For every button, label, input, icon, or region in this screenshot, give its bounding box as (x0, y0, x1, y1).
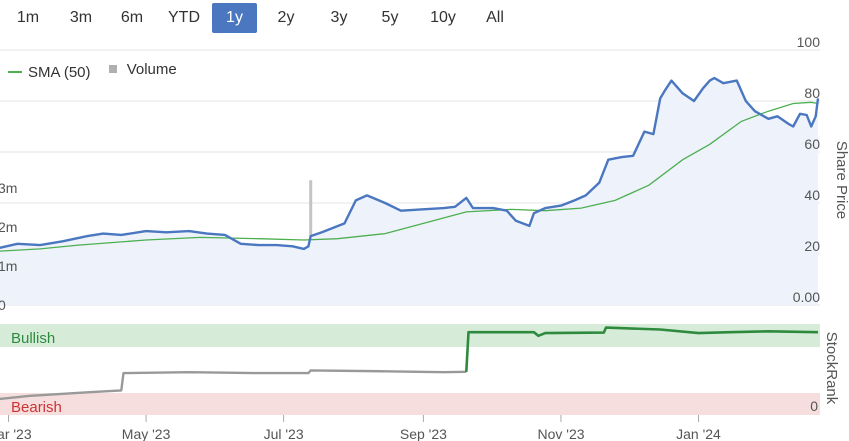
range-button-2y[interactable]: 2y (277, 9, 295, 26)
range-button-6m[interactable]: 6m (120, 9, 144, 26)
legend-sma-label: SMA (50) (28, 63, 91, 81)
stockrank-tick-0: 0 (810, 398, 818, 414)
bullish-label: Bullish (11, 330, 55, 347)
x-tick-label: Nov '23 (537, 426, 584, 441)
legend-item-volume[interactable]: Volume (107, 61, 177, 78)
price-tick-label: 0.00 (793, 289, 820, 305)
range-button-1y[interactable]: 1y (212, 3, 257, 33)
volume-tick-label: 3m (0, 180, 17, 196)
price-tick-label: 20 (804, 238, 820, 254)
range-button-5y[interactable]: 5y (381, 9, 399, 26)
x-tick-label: Jul '23 (264, 426, 304, 441)
price-tick-label: 40 (804, 187, 820, 203)
range-button-1m[interactable]: 1m (16, 9, 40, 26)
legend-volume-label: Volume (126, 60, 177, 78)
volume-tick-label: 0 (0, 297, 6, 313)
x-tick-label: Jan '24 (676, 426, 721, 441)
volume-axis-ticks: 3m 2m 1m 0 (0, 180, 17, 313)
bullish-band (0, 324, 820, 347)
stockrank-line-neutral (0, 369, 467, 401)
x-tick-label: Mar '23 (0, 426, 32, 441)
range-button-3m[interactable]: 3m (69, 9, 93, 26)
range-button-10y[interactable]: 10y (430, 9, 456, 26)
range-button-all[interactable]: All (486, 9, 504, 26)
x-axis-ticks: Mar '23 May '23 Jul '23 Sep '23 Nov '23 Jan '… (0, 415, 721, 441)
range-selector: 1m 3m 6m YTD 1y 2y 3y 5y 10y All (0, 0, 849, 36)
sma-swatch (8, 71, 22, 73)
price-tick-label: 80 (804, 85, 820, 101)
x-tick-label: Sep '23 (400, 426, 447, 441)
price-tick-label: 100 (797, 34, 821, 50)
sma-line (0, 101, 819, 252)
stockrank-line-bullish (465, 326, 819, 372)
price-axis-label: Share Price (833, 141, 849, 219)
bearish-band (0, 393, 820, 415)
range-button-3y[interactable]: 3y (330, 9, 348, 26)
price-axis-ticks: 100 80 60 40 20 0.00 (793, 34, 820, 305)
x-tick-label: May '23 (122, 426, 171, 441)
legend: SMA (50) Volume (8, 60, 189, 81)
price-line (0, 76, 820, 251)
volume-swatch (108, 65, 117, 73)
bearish-label: Bearish (11, 399, 62, 416)
price-tick-label: 60 (804, 136, 820, 152)
legend-item-sma[interactable]: SMA (50) (8, 64, 91, 81)
volume-tick-label: 2m (0, 219, 17, 235)
price-area (0, 78, 818, 305)
stockrank-axis-label: StockRank (823, 332, 840, 405)
range-button-ytd[interactable]: YTD (168, 9, 200, 26)
volume-tick-label: 1m (0, 258, 17, 274)
